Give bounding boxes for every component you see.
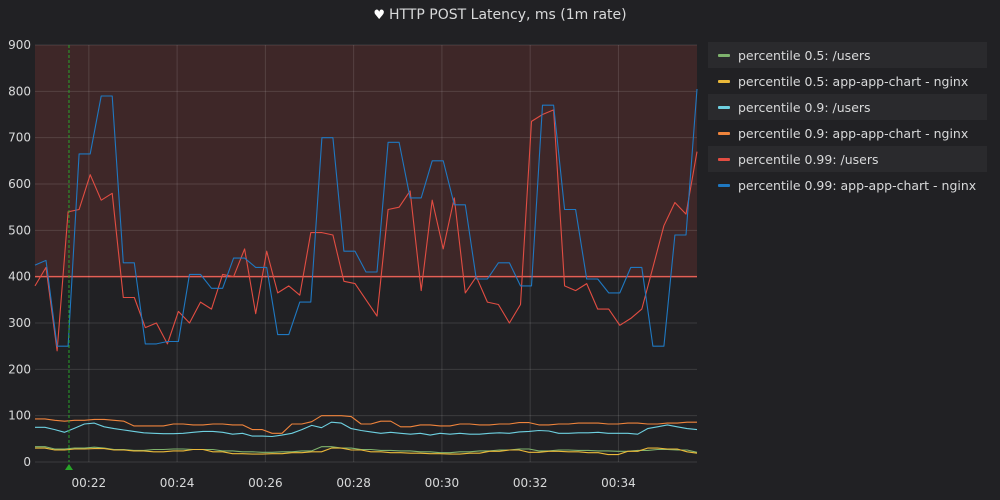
legend-swatch [718, 79, 730, 83]
x-tick-label: 00:22 [72, 476, 107, 490]
legend-label: percentile 0.99: /users [738, 151, 879, 167]
series-line-3 [35, 415, 697, 434]
x-tick-label: 00:30 [425, 476, 460, 490]
legend-item[interactable]: percentile 0.9: /users [708, 94, 987, 120]
legend-label: percentile 0.5: /users [738, 47, 871, 63]
legend-label: percentile 0.9: /users [738, 99, 871, 115]
annotation-marker [64, 464, 73, 470]
series-line-5 [34, 88, 698, 347]
series-line-2 [35, 421, 698, 438]
y-tick-label: 0 [23, 455, 31, 469]
legend-item[interactable]: percentile 0.9: app-app-chart - nginx [708, 120, 987, 146]
y-tick-label: 300 [8, 316, 31, 330]
legend-swatch [718, 53, 730, 57]
heart-icon: ♥ [373, 8, 386, 23]
x-tick-label: 00:34 [601, 476, 636, 490]
y-tick-label: 600 [8, 177, 31, 191]
x-tick-label: 00:28 [336, 476, 371, 490]
series-line-4 [34, 109, 698, 352]
x-tick-label: 00:32 [513, 476, 548, 490]
threshold-region [35, 45, 697, 277]
y-tick-label: 200 [8, 362, 31, 376]
y-tick-label: 700 [8, 131, 31, 145]
legend-item[interactable]: percentile 0.5: app-app-chart - nginx [708, 68, 987, 94]
legend: percentile 0.5: /users percentile 0.5: a… [708, 42, 987, 198]
y-tick-label: 500 [8, 223, 31, 237]
x-tick-label: 00:24 [160, 476, 195, 490]
y-tick-label: 900 [8, 38, 31, 52]
legend-label: percentile 0.99: app-app-chart - nginx [738, 177, 977, 193]
y-tick-label: 800 [8, 84, 31, 98]
series-line-1 [35, 447, 698, 456]
legend-swatch [718, 105, 730, 109]
series-line-0 [35, 446, 698, 454]
y-tick-label: 400 [8, 270, 31, 284]
x-tick-label: 00:26 [248, 476, 283, 490]
legend-swatch [718, 131, 730, 135]
panel-title-text: HTTP POST Latency, ms (1m rate) [389, 7, 627, 23]
legend-item[interactable]: percentile 0.5: /users [708, 42, 987, 68]
panel-title: ♥ HTTP POST Latency, ms (1m rate) [0, 5, 1000, 25]
legend-label: percentile 0.9: app-app-chart - nginx [738, 125, 969, 141]
legend-item[interactable]: percentile 0.99: /users [708, 146, 987, 172]
y-tick-label: 100 [8, 409, 31, 423]
legend-label: percentile 0.5: app-app-chart - nginx [738, 73, 969, 89]
legend-swatch [718, 183, 730, 187]
legend-swatch [718, 157, 730, 161]
legend-item[interactable]: percentile 0.99: app-app-chart - nginx [708, 172, 987, 198]
